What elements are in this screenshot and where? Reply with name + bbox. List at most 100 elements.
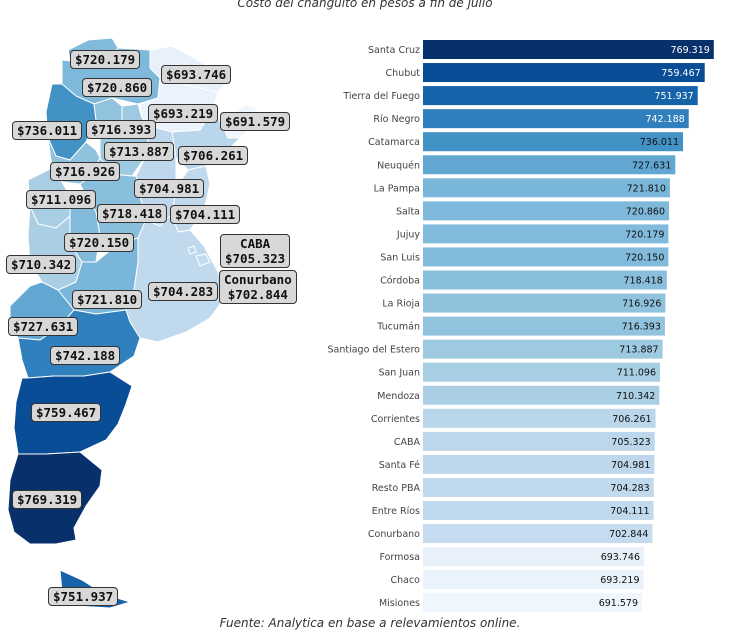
category-label: Neuquén <box>377 160 420 171</box>
category-label: Catamarca <box>368 137 420 148</box>
bar-catamarca <box>423 132 684 152</box>
category-label: Resto PBA <box>372 483 421 494</box>
province-caba <box>187 245 197 255</box>
map-label-salta: $720.860 <box>82 78 153 97</box>
category-label: Mendoza <box>377 391 420 402</box>
bar-neuquén <box>423 155 676 175</box>
map-label-jujuy: $720.179 <box>70 50 141 69</box>
map-label-tucumán: $716.393 <box>86 120 157 139</box>
value-label: 704.981 <box>611 460 650 471</box>
bar-corrientes <box>423 408 656 428</box>
map-label-la-pampa: $721.810 <box>72 290 143 309</box>
bar-santiago-del-estero <box>423 339 663 359</box>
bar-san-juan <box>423 362 661 382</box>
map-label-conurbano: Conurbano $702.844 <box>219 270 297 304</box>
value-label: 742.188 <box>645 114 684 125</box>
bar-salta <box>423 201 670 221</box>
bar-santa-cruz <box>423 40 714 59</box>
map-label-chubut: $759.467 <box>31 403 102 422</box>
value-label: 691.579 <box>599 598 638 609</box>
bar-tucumán <box>423 316 665 336</box>
value-label: 759.467 <box>661 68 700 79</box>
value-label: 727.631 <box>632 160 671 171</box>
category-label: Tierra del Fuego <box>342 91 420 102</box>
chart-title: Costo del changuito en pesos a fin de ju… <box>237 0 493 10</box>
value-label: 704.111 <box>610 506 649 517</box>
category-label: Jujuy <box>396 229 420 240</box>
category-label: Santiago del Estero <box>328 345 421 356</box>
map-label-mendoza: $710.342 <box>6 255 77 274</box>
map-label-misiones: $691.579 <box>220 112 291 131</box>
value-label: 718.418 <box>623 276 662 287</box>
value-label: 704.283 <box>610 483 649 494</box>
bar-córdoba <box>423 270 667 290</box>
value-label: 702.844 <box>609 529 648 540</box>
map-label-la-rioja: $716.926 <box>50 162 121 181</box>
map-label-neuquén: $727.631 <box>8 317 79 336</box>
bar-entre-ríos <box>423 501 654 520</box>
value-label: 721.810 <box>627 183 666 194</box>
category-label: San Juan <box>378 368 420 379</box>
category-label: Misiones <box>379 598 420 609</box>
bar-chubut <box>423 63 705 83</box>
category-label: Chubut <box>386 68 421 79</box>
map-label-río-negro: $742.188 <box>50 346 121 365</box>
map-label-san-juan: $711.096 <box>26 190 97 209</box>
value-label: 720.860 <box>626 206 665 217</box>
bar-caba <box>423 431 655 451</box>
bar-tierra-del-fuego <box>423 86 698 106</box>
bar-la-pampa <box>423 178 670 198</box>
value-label: 711.096 <box>617 368 656 379</box>
category-label: Santa Fé <box>379 460 420 471</box>
map-label-formosa: $693.746 <box>161 65 232 84</box>
category-label: San Luis <box>380 252 420 263</box>
bar-resto-pba <box>423 477 654 497</box>
bar-misiones <box>423 593 642 613</box>
value-label: 720.179 <box>625 229 664 240</box>
bar-san-luis <box>423 247 669 267</box>
bar-la-rioja <box>423 293 666 313</box>
category-label: Entre Ríos <box>372 506 420 517</box>
category-label: Córdoba <box>380 276 420 287</box>
value-label: 716.393 <box>622 322 661 333</box>
map-label-santa-cruz: $769.319 <box>12 490 83 509</box>
bar-formosa <box>423 547 645 567</box>
bar-jujuy <box>423 224 669 244</box>
province-conurbano <box>195 253 211 267</box>
value-label: 693.219 <box>600 575 639 586</box>
map-label-caba: CABA $705.323 <box>220 234 291 268</box>
map-label-chaco: $693.219 <box>148 104 219 123</box>
value-label: 720.150 <box>625 252 664 263</box>
value-label: 710.342 <box>616 391 655 402</box>
map-label-san-luis: $720.150 <box>64 233 135 252</box>
category-label: La Pampa <box>374 183 420 194</box>
value-label: 693.746 <box>601 552 640 563</box>
map-label-santiago-del-estero: $713.887 <box>104 142 175 161</box>
map-label-resto-pba: $704.283 <box>148 282 219 301</box>
map-label-entre-ríos: $704.111 <box>170 205 241 224</box>
map-label-tierra-del-fuego: $751.937 <box>48 587 119 606</box>
bar-santa-fé <box>423 454 655 474</box>
category-label: Tucumán <box>376 322 420 333</box>
value-label: 706.261 <box>612 414 651 425</box>
map-label-córdoba: $718.418 <box>97 204 168 223</box>
category-label: Chaco <box>390 575 420 586</box>
value-label: 769.319 <box>671 45 710 56</box>
value-label: 751.937 <box>654 91 693 102</box>
category-label: Santa Cruz <box>368 45 420 56</box>
category-label: Río Negro <box>373 114 420 125</box>
category-label: CABA <box>394 437 421 448</box>
value-label: 705.323 <box>611 437 650 448</box>
bar-conurbano <box>423 524 653 544</box>
value-label: 713.887 <box>619 345 658 356</box>
bar-mendoza <box>423 385 660 405</box>
category-label: Conurbano <box>368 529 420 540</box>
category-label: Formosa <box>379 552 420 563</box>
bar-río-negro <box>423 109 689 129</box>
category-label: Salta <box>396 206 420 217</box>
value-label: 716.926 <box>622 299 661 310</box>
bar-chaco <box>423 570 644 590</box>
map-label-catamarca: $736.011 <box>12 121 83 140</box>
source-note: Fuente: Analytica en base a relevamiento… <box>219 616 521 630</box>
